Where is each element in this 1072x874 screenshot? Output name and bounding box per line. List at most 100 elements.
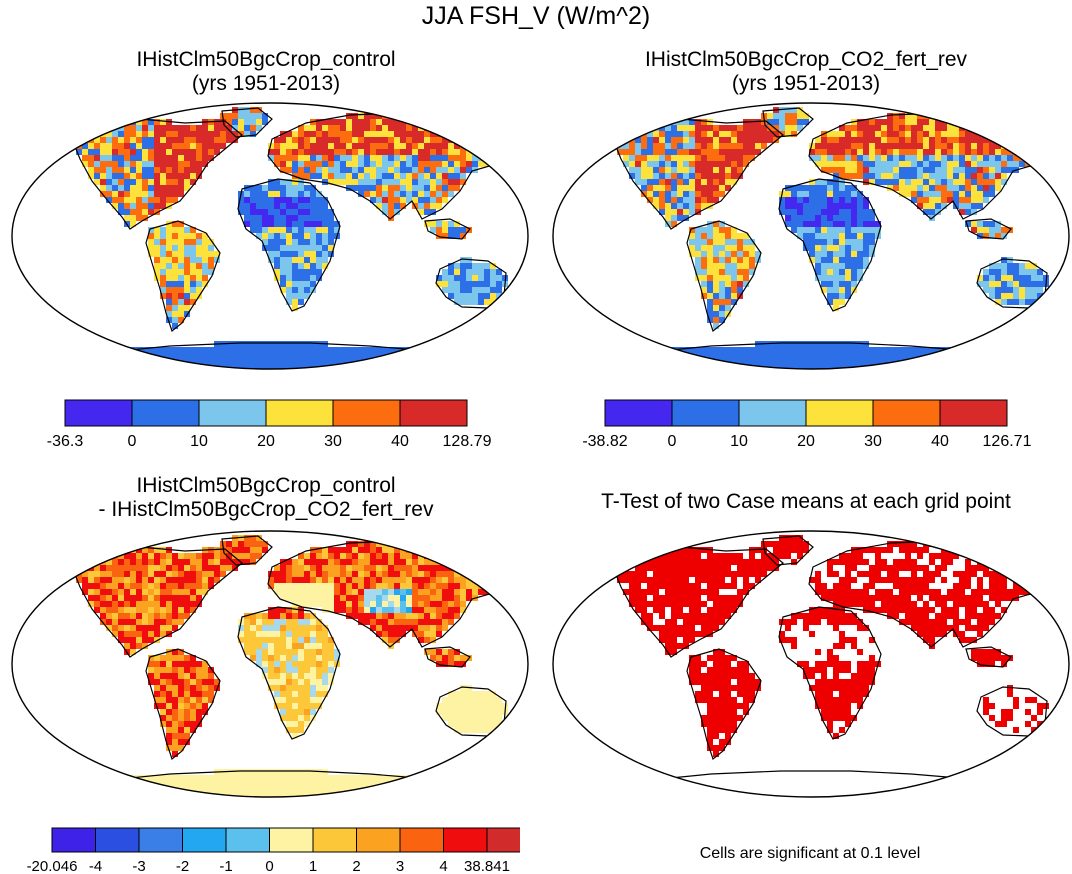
grid-cell (280, 209, 286, 215)
grid-cell (653, 577, 659, 583)
grid-cell (346, 775, 352, 781)
grid-cell (448, 143, 454, 149)
grid-cell (292, 655, 298, 661)
grid-cell (226, 359, 232, 365)
grid-cell (316, 691, 322, 697)
grid-cell (629, 161, 635, 167)
grid-cell (292, 769, 298, 775)
grid-cell (382, 209, 388, 215)
grid-cell (268, 203, 274, 209)
grid-cell (731, 583, 737, 589)
grid-cell (340, 583, 346, 589)
grid-cell (418, 209, 424, 215)
grid-cell (154, 667, 160, 673)
grid-cell (376, 143, 382, 149)
grid-cell (268, 239, 274, 245)
grid-cell (845, 293, 851, 299)
grid-cell (1013, 161, 1019, 167)
grid-cell (238, 781, 244, 787)
grid-cell (743, 347, 749, 353)
grid-cell (346, 119, 352, 125)
grid-cell (124, 173, 130, 179)
grid-cell (845, 125, 851, 131)
grid-cell (118, 565, 124, 571)
grid-cell (340, 577, 346, 583)
grid-cell (809, 353, 815, 359)
grid-cell (250, 119, 256, 125)
grid-cell (689, 191, 695, 197)
grid-cell (100, 173, 106, 179)
grid-cell (178, 233, 184, 239)
grid-cell (262, 781, 268, 787)
grid-cell (803, 185, 809, 191)
grid-cell (322, 583, 328, 589)
grid-cell (268, 215, 274, 221)
grid-cell (274, 137, 280, 143)
grid-cell (106, 191, 112, 197)
grid-cell (779, 359, 785, 365)
grid-cell (785, 209, 791, 215)
grid-cell (869, 227, 875, 233)
grid-cell (310, 667, 316, 673)
grid-cell (647, 197, 653, 203)
grid-cell (250, 359, 256, 365)
grid-cell (136, 143, 142, 149)
grid-cell (274, 679, 280, 685)
coastline-south-america (145, 648, 221, 761)
grid-cell (965, 197, 971, 203)
grid-cell (172, 781, 178, 787)
grid-cell (1001, 227, 1007, 233)
grid-cell (905, 161, 911, 167)
grid-cell (454, 179, 460, 185)
grid-cell (857, 149, 863, 155)
grid-cell (983, 179, 989, 185)
grid-cell (124, 167, 130, 173)
grid-cell (472, 287, 478, 293)
grid-cell (268, 625, 274, 631)
grid-cell (827, 209, 833, 215)
grid-cell (484, 269, 490, 275)
grid-cell (833, 185, 839, 191)
grid-cell (448, 149, 454, 155)
grid-cell (124, 583, 130, 589)
grid-cell (430, 197, 436, 203)
grid-cell (286, 613, 292, 619)
grid-cell (292, 245, 298, 251)
grid-cell (286, 269, 292, 275)
grid-cell (887, 167, 893, 173)
grid-cell (953, 179, 959, 185)
grid-cell (166, 673, 172, 679)
grid-cell (316, 209, 322, 215)
grid-cell (905, 149, 911, 155)
grid-cell (659, 173, 665, 179)
grid-cell (304, 703, 310, 709)
grid-cell (322, 691, 328, 697)
grid-cell (142, 197, 148, 203)
grid-cell (767, 347, 773, 353)
grid-cell (292, 685, 298, 691)
grid-cell (875, 227, 881, 233)
grid-cell (472, 727, 478, 733)
grid-cell (454, 727, 460, 733)
grid-cell (184, 673, 190, 679)
grid-cell (292, 595, 298, 601)
grid-cell (196, 251, 202, 257)
grid-cell (647, 179, 653, 185)
grid-cell (130, 607, 136, 613)
grid-cell (274, 643, 280, 649)
grid-cell (923, 131, 929, 137)
grid-cell (100, 577, 106, 583)
grid-cell (400, 149, 406, 155)
grid-cell (430, 209, 436, 215)
grid-cell (190, 583, 196, 589)
grid-cell (316, 589, 322, 595)
grid-cell (364, 347, 370, 353)
grid-cell (803, 203, 809, 209)
grid-cell (172, 299, 178, 305)
grid-cell (154, 251, 160, 257)
grid-cell (478, 269, 484, 275)
grid-cell (322, 679, 328, 685)
grid-cell (184, 227, 190, 233)
grid-cell (430, 565, 436, 571)
grid-cell (208, 269, 214, 275)
